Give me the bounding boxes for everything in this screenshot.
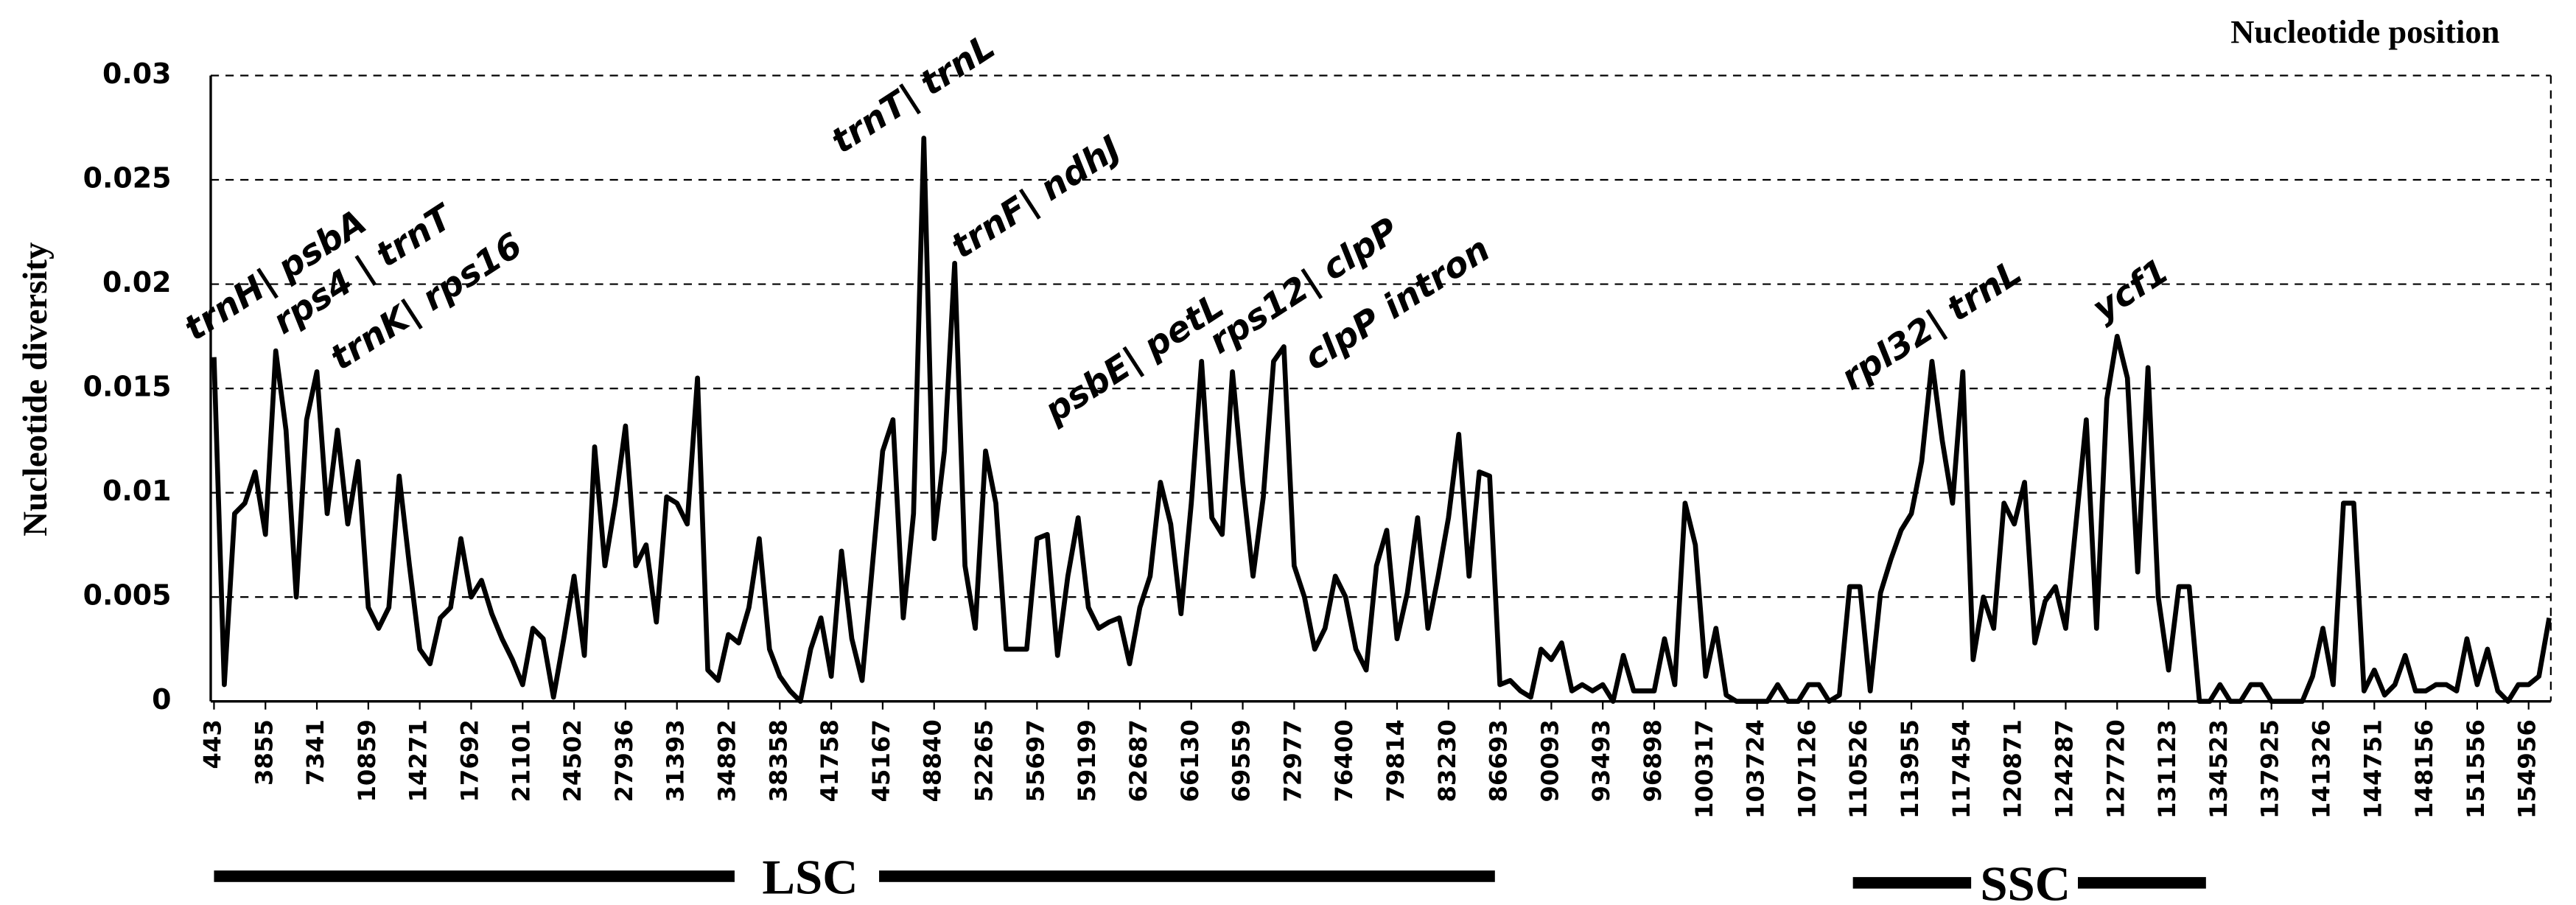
- x-tick-label: 110526: [1844, 719, 1872, 819]
- x-tick-label: 107126: [1793, 719, 1821, 819]
- x-tick-label: 127720: [2101, 719, 2129, 819]
- x-tick-label: 134523: [2205, 719, 2233, 819]
- x-tick-label: 21101: [507, 719, 535, 802]
- x-tick-label: 62687: [1124, 719, 1152, 802]
- x-tick-label: 137925: [2256, 719, 2284, 819]
- x-tick-label: 79814: [1382, 719, 1410, 802]
- x-tick-label: 48840: [919, 719, 947, 802]
- x-tick-label: 83230: [1433, 719, 1461, 802]
- x-tick-label: 154956: [2513, 719, 2541, 819]
- y-axis-label: Nucleotide diversity: [16, 242, 55, 537]
- y-tick-label: 0.03: [102, 57, 171, 90]
- x-tick-label: 86693: [1485, 719, 1513, 802]
- y-tick-label: 0: [152, 683, 171, 716]
- x-tick-label: 59199: [1073, 719, 1101, 802]
- x-tick-label: 148156: [2410, 719, 2438, 819]
- region-bar: [2077, 877, 2206, 889]
- x-tick-label: 14271: [405, 719, 433, 802]
- x-tick-label: 38358: [764, 719, 792, 802]
- x-tick-label: 52265: [970, 719, 998, 802]
- x-tick-label: 90093: [1536, 719, 1564, 802]
- annotation: ycf1: [2086, 251, 2177, 329]
- x-tick-label: 131123: [2153, 719, 2181, 819]
- x-tick-label: 72977: [1278, 719, 1306, 802]
- x-tick-label: 103724: [1742, 719, 1770, 819]
- x-tick-label: 117454: [1947, 719, 1975, 819]
- annotation: trnT| trnL: [825, 27, 1002, 162]
- x-tick-label: 17692: [455, 719, 483, 802]
- region-bar: [214, 870, 735, 882]
- chart-title: Nucleotide position: [2230, 13, 2499, 50]
- x-tick-label: 10859: [353, 719, 381, 802]
- x-tick-label: 113955: [1896, 719, 1924, 819]
- y-tick-label: 0.02: [102, 266, 171, 298]
- region-bar: [879, 870, 1495, 882]
- x-tick-label: 151556: [2462, 719, 2490, 819]
- x-tick-label: 120871: [1999, 719, 2027, 819]
- data-line: [211, 136, 2552, 704]
- x-tick-label: 93493: [1587, 719, 1615, 802]
- x-tick-label: 31393: [662, 719, 690, 802]
- x-tick-label: 76400: [1330, 719, 1358, 802]
- y-tick-label: 0.01: [102, 475, 171, 507]
- region-label: SSC: [1980, 856, 2071, 905]
- x-tick-label: 124287: [2050, 719, 2078, 819]
- y-tick-label: 0.025: [83, 162, 172, 195]
- x-tick-label: 443: [198, 719, 226, 769]
- y-tick-label: 0.005: [83, 579, 172, 612]
- y-tick-label: 0.015: [83, 371, 172, 403]
- x-tick-label: 100317: [1690, 719, 1718, 819]
- x-tick-label: 141326: [2307, 719, 2335, 819]
- x-tick-label: 27936: [610, 719, 638, 802]
- x-tick-label: 55697: [1021, 719, 1049, 802]
- x-tick-label: 7341: [301, 719, 329, 786]
- region-bar: [1852, 877, 1972, 889]
- x-tick-label: 45167: [867, 719, 895, 802]
- x-tick-label: 66130: [1176, 719, 1204, 802]
- x-tick-label: 41758: [816, 719, 844, 802]
- annotation: trnF| ndhJ: [945, 128, 1128, 267]
- x-tick-label: 69559: [1228, 719, 1256, 802]
- x-tick-label: 24502: [559, 719, 587, 802]
- region-label: LSC: [762, 850, 858, 904]
- x-tick-label: 96898: [1639, 719, 1667, 802]
- x-tick-label: 34892: [713, 719, 741, 802]
- x-tick-label: 3855: [250, 719, 278, 786]
- x-tick-label: 144751: [2359, 719, 2387, 819]
